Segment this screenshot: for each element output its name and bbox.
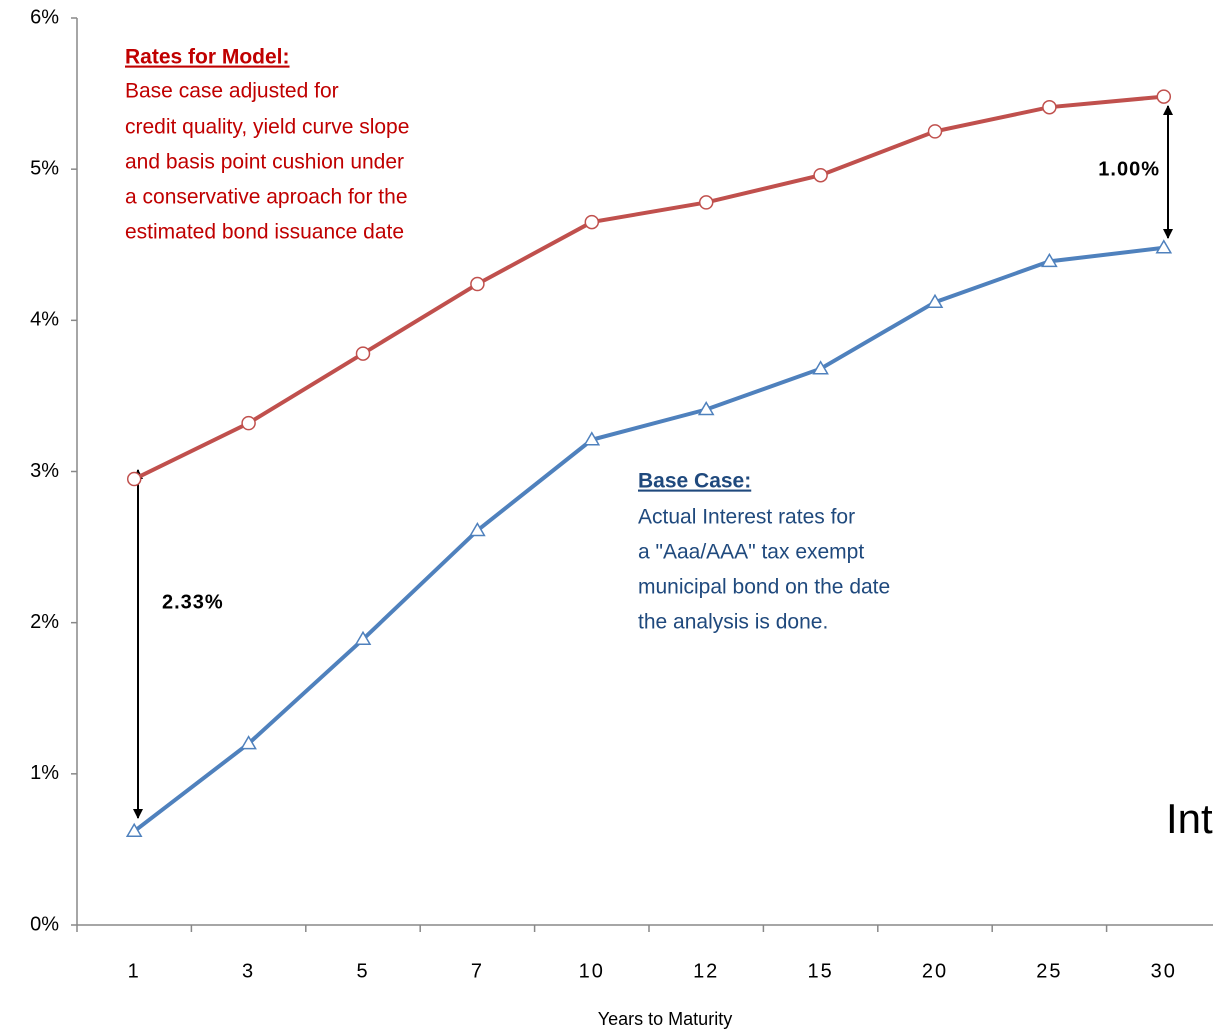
marker bbox=[926, 293, 944, 308]
annotation-line: estimated bond issuance date bbox=[125, 221, 404, 244]
marker bbox=[812, 360, 829, 375]
marker bbox=[1156, 89, 1172, 104]
x-tick-label: 12 bbox=[693, 960, 719, 982]
cut-off-text: Int bbox=[1166, 795, 1213, 842]
annotation-heading: Base Case: bbox=[638, 470, 751, 493]
marker bbox=[469, 521, 486, 537]
y-tick-label: 0% bbox=[30, 913, 59, 935]
x-tick-label: 25 bbox=[1036, 960, 1062, 982]
x-tick-label: 15 bbox=[807, 960, 833, 982]
annotation-line: a "Aaa/AAA" tax exempt bbox=[638, 541, 864, 564]
x-tick-label: 10 bbox=[579, 960, 605, 982]
marker bbox=[698, 195, 714, 210]
y-tick-label: 4% bbox=[30, 309, 59, 331]
series-line bbox=[132, 245, 1165, 833]
difference-label: 1.00% bbox=[1098, 158, 1160, 180]
x-tick-label: 30 bbox=[1151, 960, 1177, 982]
x-tick-label: 1 bbox=[128, 960, 141, 982]
marker bbox=[126, 471, 142, 487]
marker bbox=[354, 630, 372, 646]
y-tick-label: 6% bbox=[30, 6, 59, 28]
marker bbox=[697, 401, 715, 416]
annotation-line: the analysis is done. bbox=[638, 611, 828, 634]
difference-label: 2.33% bbox=[162, 591, 224, 613]
y-tick-label: 5% bbox=[30, 157, 59, 179]
x-tick-label: 3 bbox=[242, 960, 255, 982]
series-line bbox=[133, 94, 1164, 481]
marker bbox=[125, 822, 143, 838]
x-axis-label: Years to Maturity bbox=[598, 1009, 732, 1029]
marker bbox=[1155, 239, 1173, 254]
annotation-line: credit quality, yield curve slope bbox=[125, 116, 409, 139]
marker bbox=[813, 167, 828, 183]
marker bbox=[240, 735, 257, 750]
x-tick-label: 7 bbox=[471, 960, 484, 982]
annotation-line: and basis point cushion under bbox=[125, 151, 404, 174]
annotation-line: a conservative aproach for the bbox=[125, 186, 408, 209]
marker bbox=[927, 124, 943, 139]
annotation-line: Base case adjusted for bbox=[125, 80, 339, 103]
y-tick-label: 3% bbox=[30, 460, 59, 482]
marker bbox=[241, 415, 256, 431]
annotation-line: municipal bond on the date bbox=[638, 576, 890, 599]
marker bbox=[355, 346, 371, 361]
annotation-line: Actual Interest rates for bbox=[638, 506, 855, 529]
x-tick-label: 20 bbox=[922, 960, 948, 982]
marker bbox=[1041, 252, 1058, 268]
marker bbox=[583, 431, 601, 446]
y-tick-label: 1% bbox=[30, 762, 59, 784]
annotation-heading: Rates for Model: bbox=[125, 46, 290, 69]
x-tick-label: 5 bbox=[356, 960, 369, 982]
marker bbox=[1042, 99, 1057, 115]
y-tick-label: 2% bbox=[30, 611, 59, 633]
marker bbox=[470, 276, 485, 292]
marker bbox=[584, 214, 600, 230]
